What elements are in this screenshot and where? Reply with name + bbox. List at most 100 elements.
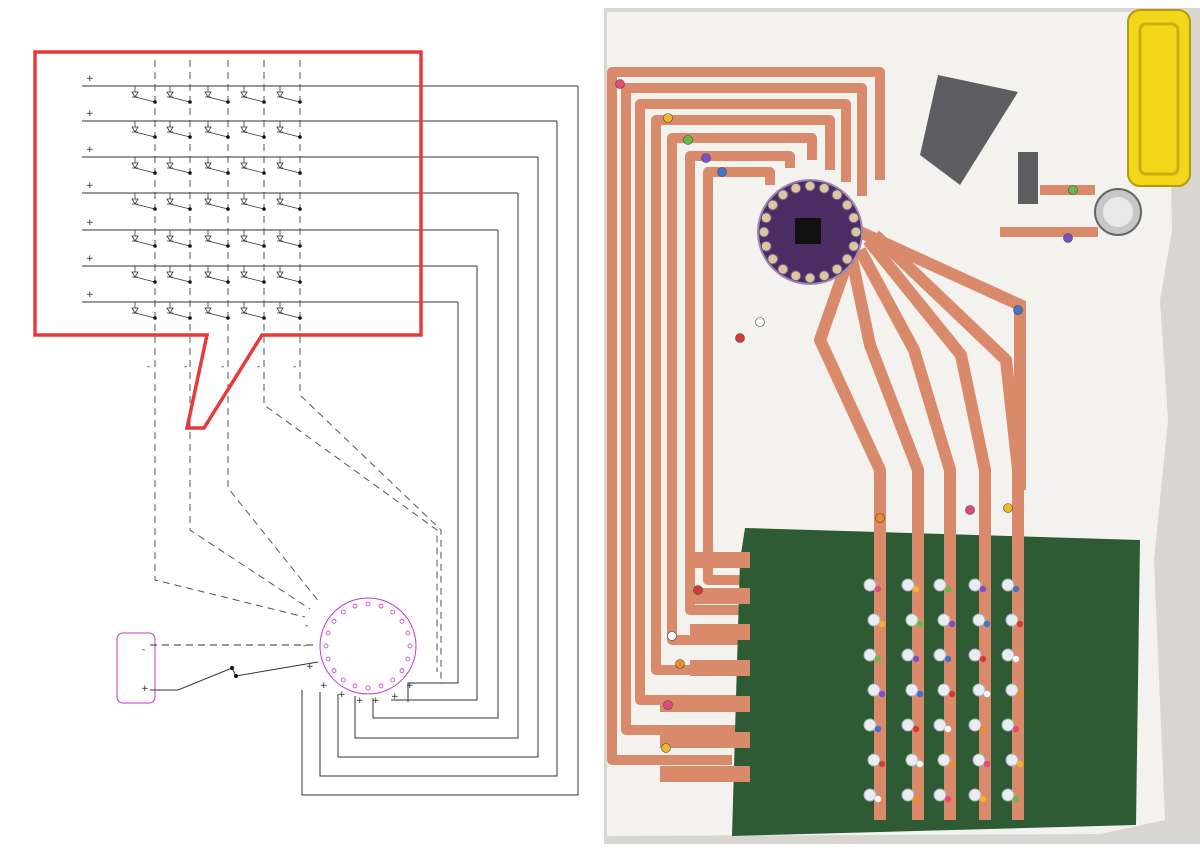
- led-snap-25: [1012, 725, 1020, 733]
- led-r5-c5: [276, 235, 284, 242]
- junction-r5-c3: [226, 244, 230, 248]
- row-tab-6: [660, 732, 750, 748]
- photo-led-16: [867, 683, 881, 697]
- copper-column-trace-3: [854, 247, 956, 820]
- lilypad-petal-7: [790, 270, 802, 282]
- led-r6-c4: [240, 271, 248, 278]
- coin-cell: [1103, 197, 1133, 227]
- trace-snap-2: [663, 113, 673, 123]
- row-plus-label-1: +: [86, 74, 94, 84]
- trace-snap-1: [615, 79, 625, 89]
- lilypad-petal-11: [758, 226, 770, 238]
- junction-r3-c3: [226, 171, 230, 175]
- column-minus-label-2: -: [184, 362, 187, 372]
- lilypad-petal-13: [767, 199, 779, 211]
- led-r7-c2: [166, 307, 174, 314]
- led-snap-10: [1016, 620, 1024, 628]
- led-snap-18: [948, 690, 956, 698]
- row-plus-label-5: +: [86, 218, 94, 228]
- led-snap-26: [878, 760, 886, 768]
- felt-panel: [732, 528, 1140, 836]
- row-return-trace-5: [372, 230, 499, 719]
- column-trace-5: [299, 60, 442, 684]
- photo-led-28: [937, 753, 951, 767]
- battery-holder: [116, 632, 156, 704]
- battery-case: [1127, 9, 1191, 187]
- junction-r2-c2: [188, 135, 192, 139]
- photo-led-2: [901, 578, 915, 592]
- controller-pin-17: [325, 630, 331, 636]
- row-plus-label-2: +: [86, 109, 94, 119]
- controller-plus-label-1: +: [306, 662, 314, 672]
- led-snap-33: [944, 795, 952, 803]
- controller-minus-label-2: -: [303, 641, 306, 651]
- photo-led-5: [1001, 578, 1015, 592]
- led-snap-4: [979, 585, 987, 593]
- junction-r6-c2: [188, 280, 192, 284]
- led-r5-c2: [166, 235, 174, 242]
- junction-r3-c5: [298, 171, 302, 175]
- battery-plus-label: +: [141, 684, 149, 694]
- junction-r1-c4: [262, 100, 266, 104]
- sensor-pad-small: [1018, 152, 1038, 204]
- led-r4-c2: [166, 198, 174, 205]
- junction-r2-c3: [226, 135, 230, 139]
- led-snap-16: [878, 690, 886, 698]
- photo-led-17: [905, 683, 919, 697]
- led-r1-c1: [131, 91, 139, 98]
- led-snap-11: [874, 655, 882, 663]
- led-r7-c3: [204, 307, 212, 314]
- led-r3-c5: [276, 162, 284, 169]
- lilypad-petal-4: [831, 263, 843, 275]
- column-minus-label-5: -: [293, 362, 296, 372]
- microcontroller-chip: [795, 218, 821, 244]
- led-snap-9: [983, 620, 991, 628]
- led-snap-17: [916, 690, 924, 698]
- photo-led-12: [901, 648, 915, 662]
- lilypad-petal-8: [777, 263, 789, 275]
- led-r7-c5: [276, 307, 284, 314]
- column-trace-1: [154, 60, 306, 618]
- photo-led-22: [901, 718, 915, 732]
- junction-r6-c5: [298, 280, 302, 284]
- controller-plus-label-5: +: [372, 696, 380, 706]
- controller-pin-20: [352, 603, 358, 609]
- controller-pin-16: [323, 643, 329, 649]
- controller-plus-label-4: +: [356, 696, 364, 706]
- led-snap-7: [916, 620, 924, 628]
- photo-led-10: [1005, 613, 1019, 627]
- controller-pin-15: [325, 656, 331, 662]
- photo-led-11: [863, 648, 877, 662]
- led-snap-1: [874, 585, 882, 593]
- controller-board: [319, 597, 417, 695]
- lilypad-petal-6: [804, 272, 816, 284]
- controller-plus-label-2: +: [320, 681, 328, 691]
- controller-pin-3: [390, 609, 396, 615]
- copper-column-trace-4: [863, 236, 991, 820]
- led-snap-15: [1012, 655, 1020, 663]
- photo-led-7: [905, 613, 919, 627]
- led-snap-19: [983, 690, 991, 698]
- trace-snap-15: [667, 631, 677, 641]
- copper-column-trace-5: [870, 230, 1024, 820]
- fabric-circuit-photo: [604, 8, 1200, 844]
- trace-snap-13: [1013, 305, 1023, 315]
- photo-led-8: [937, 613, 951, 627]
- trace-snap-9: [965, 505, 975, 515]
- led-r1-c3: [204, 91, 212, 98]
- lilypad-petal-9: [767, 253, 779, 265]
- copper-column-trace-long: [857, 226, 1026, 490]
- photo-led-6: [867, 613, 881, 627]
- controller-pin-11: [365, 685, 371, 691]
- led-snap-14: [979, 655, 987, 663]
- lilypad-petal-1: [850, 226, 862, 238]
- led-snap-27: [916, 760, 924, 768]
- photo-led-23: [933, 718, 947, 732]
- callout-highlight: [33, 50, 423, 430]
- led-r6-c1: [131, 271, 139, 278]
- led-r3-c3: [204, 162, 212, 169]
- sensor-pad-large: [920, 75, 1018, 185]
- row-tab-4: [690, 660, 750, 676]
- row-plus-label-4: +: [86, 181, 94, 191]
- photo-led-35: [1001, 788, 1015, 802]
